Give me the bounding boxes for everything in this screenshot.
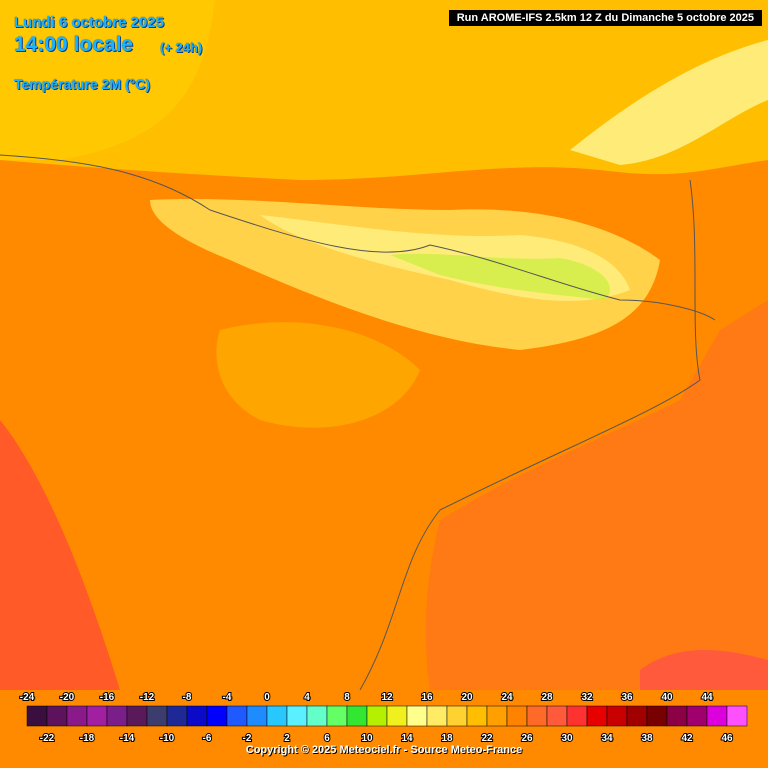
colorbar-label: -14 [120, 733, 135, 744]
color-swatch [526, 705, 548, 727]
colorbar-label: -24 [20, 692, 35, 703]
colorbar-label: 2 [284, 733, 290, 744]
colorbar-label: 26 [521, 733, 533, 744]
color-swatch [106, 705, 128, 727]
colorbar-label: 44 [701, 692, 713, 703]
time: 14:00 locale [14, 33, 134, 56]
color-swatch [406, 705, 428, 727]
color-swatch [366, 705, 388, 727]
south-west-hot [0, 420, 120, 690]
color-swatch [266, 705, 288, 727]
color-swatch [186, 705, 208, 727]
color-swatch [346, 705, 368, 727]
colorbar-label: 28 [541, 692, 553, 703]
colorbar-label: 34 [601, 733, 613, 744]
color-swatch [206, 705, 228, 727]
colorbar-label: 18 [441, 733, 453, 744]
color-swatch [86, 705, 108, 727]
color-swatch [606, 705, 628, 727]
run-info: Run AROME-IFS 2.5km 12 Z du Dimanche 5 o… [448, 10, 762, 26]
colorbar: -24-22-20-18-16-14-12-10-8-6-4-202468101… [19, 691, 748, 745]
sea [425, 300, 768, 690]
colorbar-label: 38 [641, 733, 653, 744]
colorbar-label: -20 [60, 692, 75, 703]
colorbar-label: -6 [203, 733, 212, 744]
colorbar-label: -10 [160, 733, 175, 744]
color-swatch [726, 705, 748, 727]
color-swatch [426, 705, 448, 727]
colorbar-label: 30 [561, 733, 573, 744]
colorbar-label: 6 [324, 733, 330, 744]
color-swatch [46, 705, 68, 727]
colorbar-label: 16 [421, 692, 433, 703]
color-swatch [306, 705, 328, 727]
colorbar-label: 46 [721, 733, 733, 744]
colorbar-label: 32 [581, 692, 593, 703]
colorbar-label: 0 [264, 692, 270, 703]
colorbar-label: 12 [381, 692, 393, 703]
color-swatch [486, 705, 508, 727]
legend-background [0, 690, 768, 768]
color-swatch [326, 705, 348, 727]
island [640, 650, 768, 690]
color-swatch [686, 705, 708, 727]
copyright: Copyright © 2025 Meteociel.fr - Source M… [245, 744, 523, 756]
colorbar-label: 40 [661, 692, 673, 703]
color-swatch [546, 705, 568, 727]
lead-time: (+ 24h) [160, 40, 203, 55]
colorbar-label: 8 [344, 692, 350, 703]
color-swatch [26, 705, 48, 727]
colorbar-label: -22 [40, 733, 55, 744]
date: Lundi 6 octobre 2025 [14, 14, 165, 31]
alps-edge [570, 40, 768, 165]
color-swatch [506, 705, 528, 727]
sea-bay [0, 0, 215, 160]
color-swatch [586, 705, 608, 727]
colorbar-label: -16 [100, 692, 115, 703]
colorbar-label: 14 [401, 733, 413, 744]
color-swatch [126, 705, 148, 727]
color-swatch [66, 705, 88, 727]
color-swatch [646, 705, 668, 727]
colorbar-label: -4 [223, 692, 232, 703]
colorbar-label: -8 [183, 692, 192, 703]
color-swatch [386, 705, 408, 727]
field-name: Température 2M (°C) [14, 76, 151, 92]
colorbar-label: -12 [140, 692, 155, 703]
color-swatch [666, 705, 688, 727]
color-swatch [146, 705, 168, 727]
borders [0, 154, 716, 691]
colorbar-label: -18 [80, 733, 95, 744]
color-swatch [706, 705, 728, 727]
color-swatch [226, 705, 248, 727]
colorbar-label: -2 [243, 733, 252, 744]
color-swatch [566, 705, 588, 727]
colorbar-label: 4 [304, 692, 310, 703]
color-swatch [286, 705, 308, 727]
colorbar-label: 42 [681, 733, 693, 744]
colorbar-label: 10 [361, 733, 373, 744]
color-swatch [246, 705, 268, 727]
plateau [216, 322, 420, 428]
color-swatch [466, 705, 488, 727]
mountain-peaks [390, 253, 610, 300]
colorbar-label: 36 [621, 692, 633, 703]
color-swatch [446, 705, 468, 727]
colorbar-label: 22 [481, 733, 493, 744]
colorbar-label: 20 [461, 692, 473, 703]
color-swatch [626, 705, 648, 727]
color-swatch [166, 705, 188, 727]
colorbar-label: 24 [501, 692, 513, 703]
